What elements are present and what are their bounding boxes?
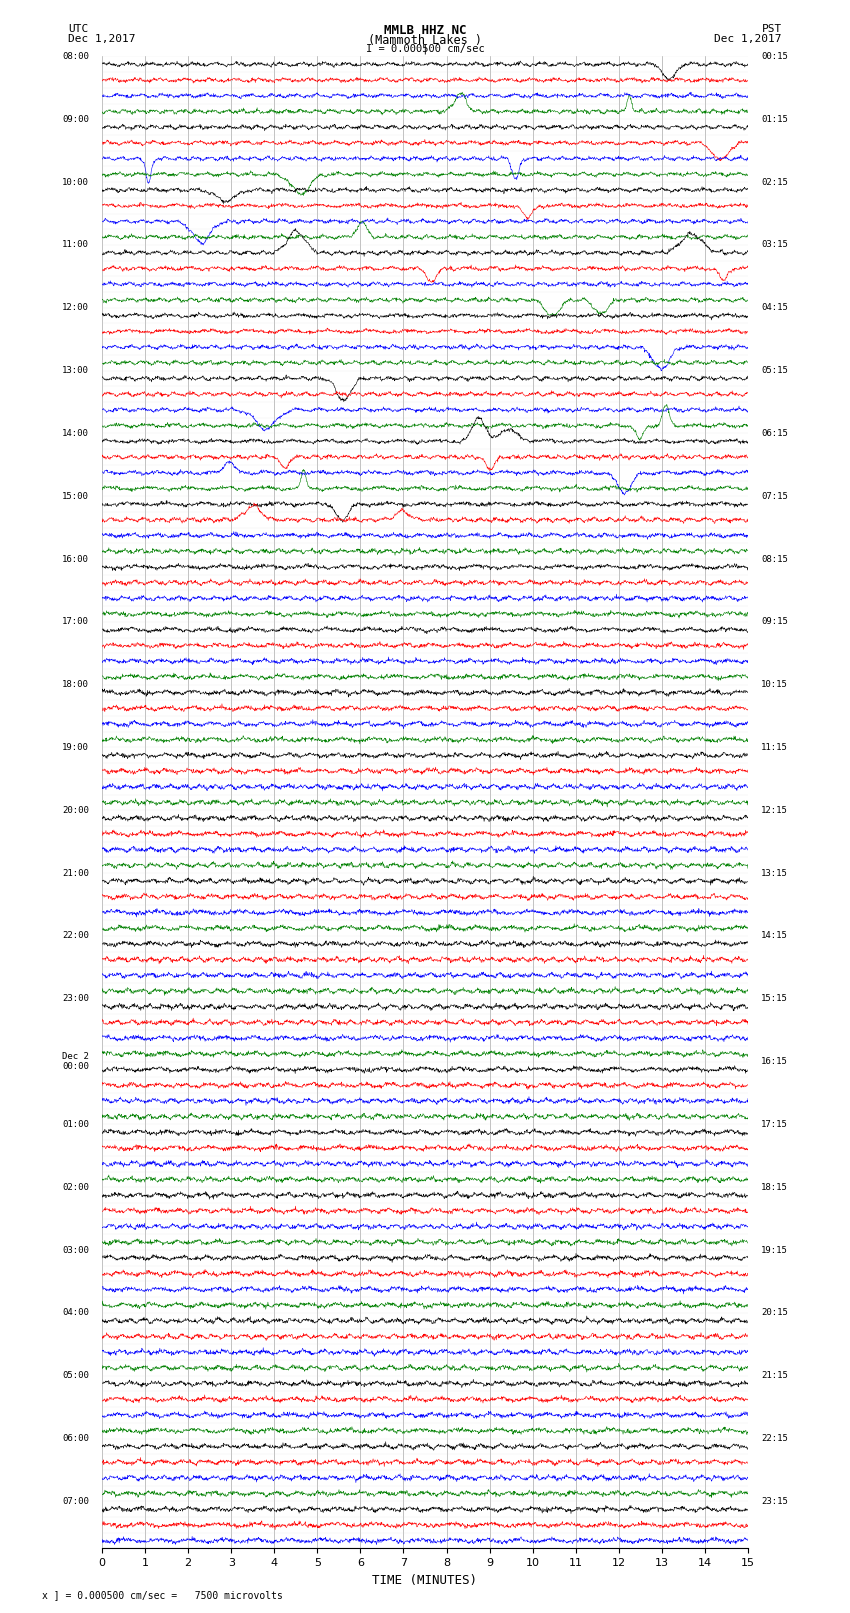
Text: |: |	[422, 44, 428, 55]
Text: 18:15: 18:15	[761, 1182, 788, 1192]
Text: 04:00: 04:00	[62, 1308, 89, 1318]
Text: 06:00: 06:00	[62, 1434, 89, 1444]
Text: 15:15: 15:15	[761, 994, 788, 1003]
Text: 10:00: 10:00	[62, 177, 89, 187]
Text: 12:15: 12:15	[761, 806, 788, 815]
Text: 00:15: 00:15	[761, 52, 788, 61]
Text: 14:15: 14:15	[761, 931, 788, 940]
Text: 01:00: 01:00	[62, 1119, 89, 1129]
Text: 03:15: 03:15	[761, 240, 788, 250]
Text: 17:00: 17:00	[62, 618, 89, 626]
Text: 13:00: 13:00	[62, 366, 89, 376]
X-axis label: TIME (MINUTES): TIME (MINUTES)	[372, 1574, 478, 1587]
Text: 16:15: 16:15	[761, 1057, 788, 1066]
Text: 05:15: 05:15	[761, 366, 788, 376]
Text: 09:00: 09:00	[62, 115, 89, 124]
Text: 07:15: 07:15	[761, 492, 788, 500]
Text: 15:00: 15:00	[62, 492, 89, 500]
Text: (Mammoth Lakes ): (Mammoth Lakes )	[368, 34, 482, 47]
Text: 21:00: 21:00	[62, 869, 89, 877]
Text: 22:15: 22:15	[761, 1434, 788, 1444]
Text: 16:00: 16:00	[62, 555, 89, 563]
Text: 13:15: 13:15	[761, 869, 788, 877]
Text: 12:00: 12:00	[62, 303, 89, 313]
Text: 17:15: 17:15	[761, 1119, 788, 1129]
Text: Dec 1,2017: Dec 1,2017	[68, 34, 135, 44]
Text: Dec 1,2017: Dec 1,2017	[715, 34, 782, 44]
Text: MMLB HHZ NC: MMLB HHZ NC	[383, 24, 467, 37]
Text: 08:00: 08:00	[62, 52, 89, 61]
Text: 05:00: 05:00	[62, 1371, 89, 1381]
Text: 04:15: 04:15	[761, 303, 788, 313]
Text: 21:15: 21:15	[761, 1371, 788, 1381]
Text: 02:15: 02:15	[761, 177, 788, 187]
Text: 20:15: 20:15	[761, 1308, 788, 1318]
Text: 14:00: 14:00	[62, 429, 89, 437]
Text: 10:15: 10:15	[761, 681, 788, 689]
Text: 03:00: 03:00	[62, 1245, 89, 1255]
Text: 08:15: 08:15	[761, 555, 788, 563]
Text: 19:15: 19:15	[761, 1245, 788, 1255]
Text: Dec 2
00:00: Dec 2 00:00	[62, 1052, 89, 1071]
Text: I = 0.000500 cm/sec: I = 0.000500 cm/sec	[366, 44, 484, 53]
Text: 19:00: 19:00	[62, 744, 89, 752]
Text: 07:00: 07:00	[62, 1497, 89, 1507]
Text: PST: PST	[762, 24, 782, 34]
Text: 11:00: 11:00	[62, 240, 89, 250]
Text: x ] = 0.000500 cm/sec =   7500 microvolts: x ] = 0.000500 cm/sec = 7500 microvolts	[42, 1590, 283, 1600]
Text: UTC: UTC	[68, 24, 88, 34]
Text: 22:00: 22:00	[62, 931, 89, 940]
Text: 23:00: 23:00	[62, 994, 89, 1003]
Text: 20:00: 20:00	[62, 806, 89, 815]
Text: 09:15: 09:15	[761, 618, 788, 626]
Text: 06:15: 06:15	[761, 429, 788, 437]
Text: 23:15: 23:15	[761, 1497, 788, 1507]
Text: 02:00: 02:00	[62, 1182, 89, 1192]
Text: 11:15: 11:15	[761, 744, 788, 752]
Text: 18:00: 18:00	[62, 681, 89, 689]
Text: 01:15: 01:15	[761, 115, 788, 124]
